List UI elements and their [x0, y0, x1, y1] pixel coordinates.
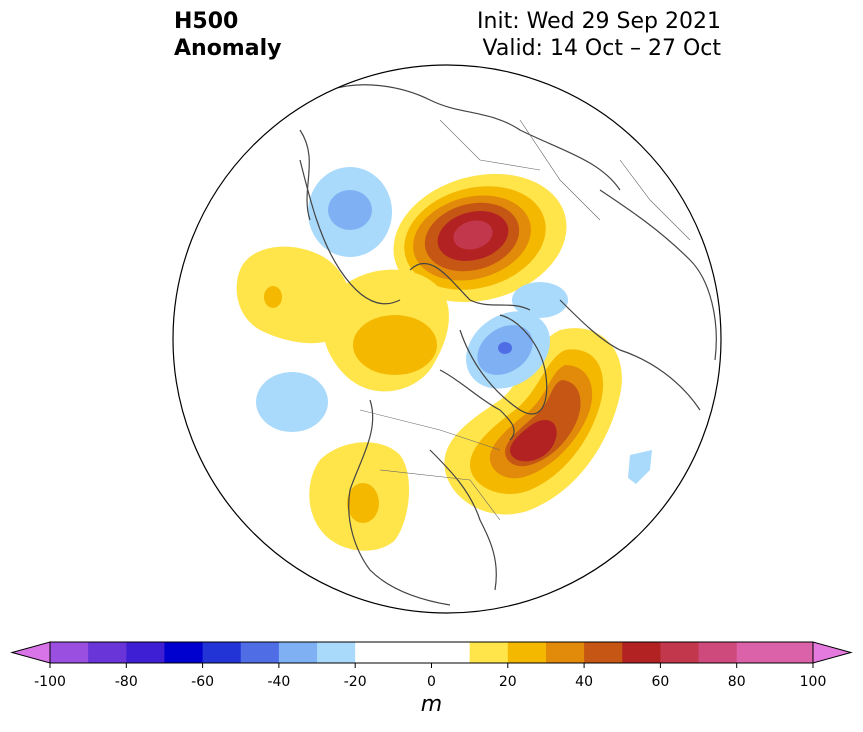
colorbar-tick-label: 20 [499, 674, 517, 690]
colorbar-segment [355, 642, 394, 663]
colorbar-tick-label: 100 [800, 674, 827, 690]
coastlines [299, 84, 717, 606]
colorbar-segment [393, 642, 471, 663]
map-title: H500 Anomaly [174, 8, 281, 62]
colorbar-segment [88, 642, 127, 663]
colorbar-unit: m [420, 692, 443, 717]
borders [359, 119, 691, 521]
colorbar-segment [545, 642, 585, 663]
anomaly-layer [236, 84, 717, 606]
colorbar-tick-label: -100 [34, 674, 66, 690]
colorbar-segment [202, 642, 242, 663]
colorbar-extend-high [812, 641, 853, 664]
colorbar-segment [507, 642, 547, 663]
colorbar-tick-label: 80 [728, 674, 746, 690]
colorbar-tick-label: 40 [575, 674, 593, 690]
colorbar-segment [164, 642, 204, 663]
colorbar-extend-low [10, 641, 51, 664]
colorbar-segment [50, 642, 89, 663]
colorbar-tick-label: -20 [344, 674, 367, 690]
ridge-west-na [309, 442, 410, 551]
colorbar-segment [622, 642, 661, 663]
colorbar-segment [698, 642, 738, 663]
colorbar-segment [584, 642, 623, 663]
valid-date: Valid: 14 Oct – 27 Oct [482, 36, 721, 61]
colorbar-tick-label: 60 [651, 674, 669, 690]
ridge-arctic [322, 269, 449, 392]
ridge-pacific [236, 246, 352, 344]
colorbar-segment [126, 642, 165, 663]
colorbar-segment [736, 642, 776, 663]
title-line1: H500 [174, 9, 239, 34]
colorbar-segment [278, 642, 318, 663]
title-line2: Anomaly [174, 36, 282, 61]
colorbar-segment [660, 642, 700, 663]
ridge-east-canada [444, 328, 622, 515]
init-date: Init: Wed 29 Sep 2021 [477, 9, 721, 34]
map-dates: Init: Wed 29 Sep 2021 Valid: 14 Oct – 27… [477, 8, 721, 62]
colorbar-ticks: -100 -80 -60 -40 -20 0 20 40 60 80 100 [34, 663, 826, 690]
colorbar-segment [774, 642, 814, 663]
colorbar-tick-label: 0 [427, 674, 436, 690]
ridge-siberia [393, 173, 567, 303]
colorbar-tick-label: -40 [267, 674, 290, 690]
trough-central-asia [308, 167, 392, 257]
colorbar-segments [10, 641, 853, 664]
colorbar-tick-label: -60 [191, 674, 214, 690]
colorbar: -100 -80 -60 -40 -20 0 20 40 60 80 100 [10, 641, 853, 690]
colorbar-tick-label: -80 [115, 674, 138, 690]
colorbar-segment [317, 642, 356, 663]
trough-pacific [256, 372, 328, 432]
colorbar-segment [240, 642, 280, 663]
trough-atlantic [628, 450, 652, 484]
polar-map [172, 64, 722, 614]
colorbar-segment [469, 642, 509, 663]
globe-outline [172, 64, 722, 614]
trough-greenland [466, 282, 568, 389]
